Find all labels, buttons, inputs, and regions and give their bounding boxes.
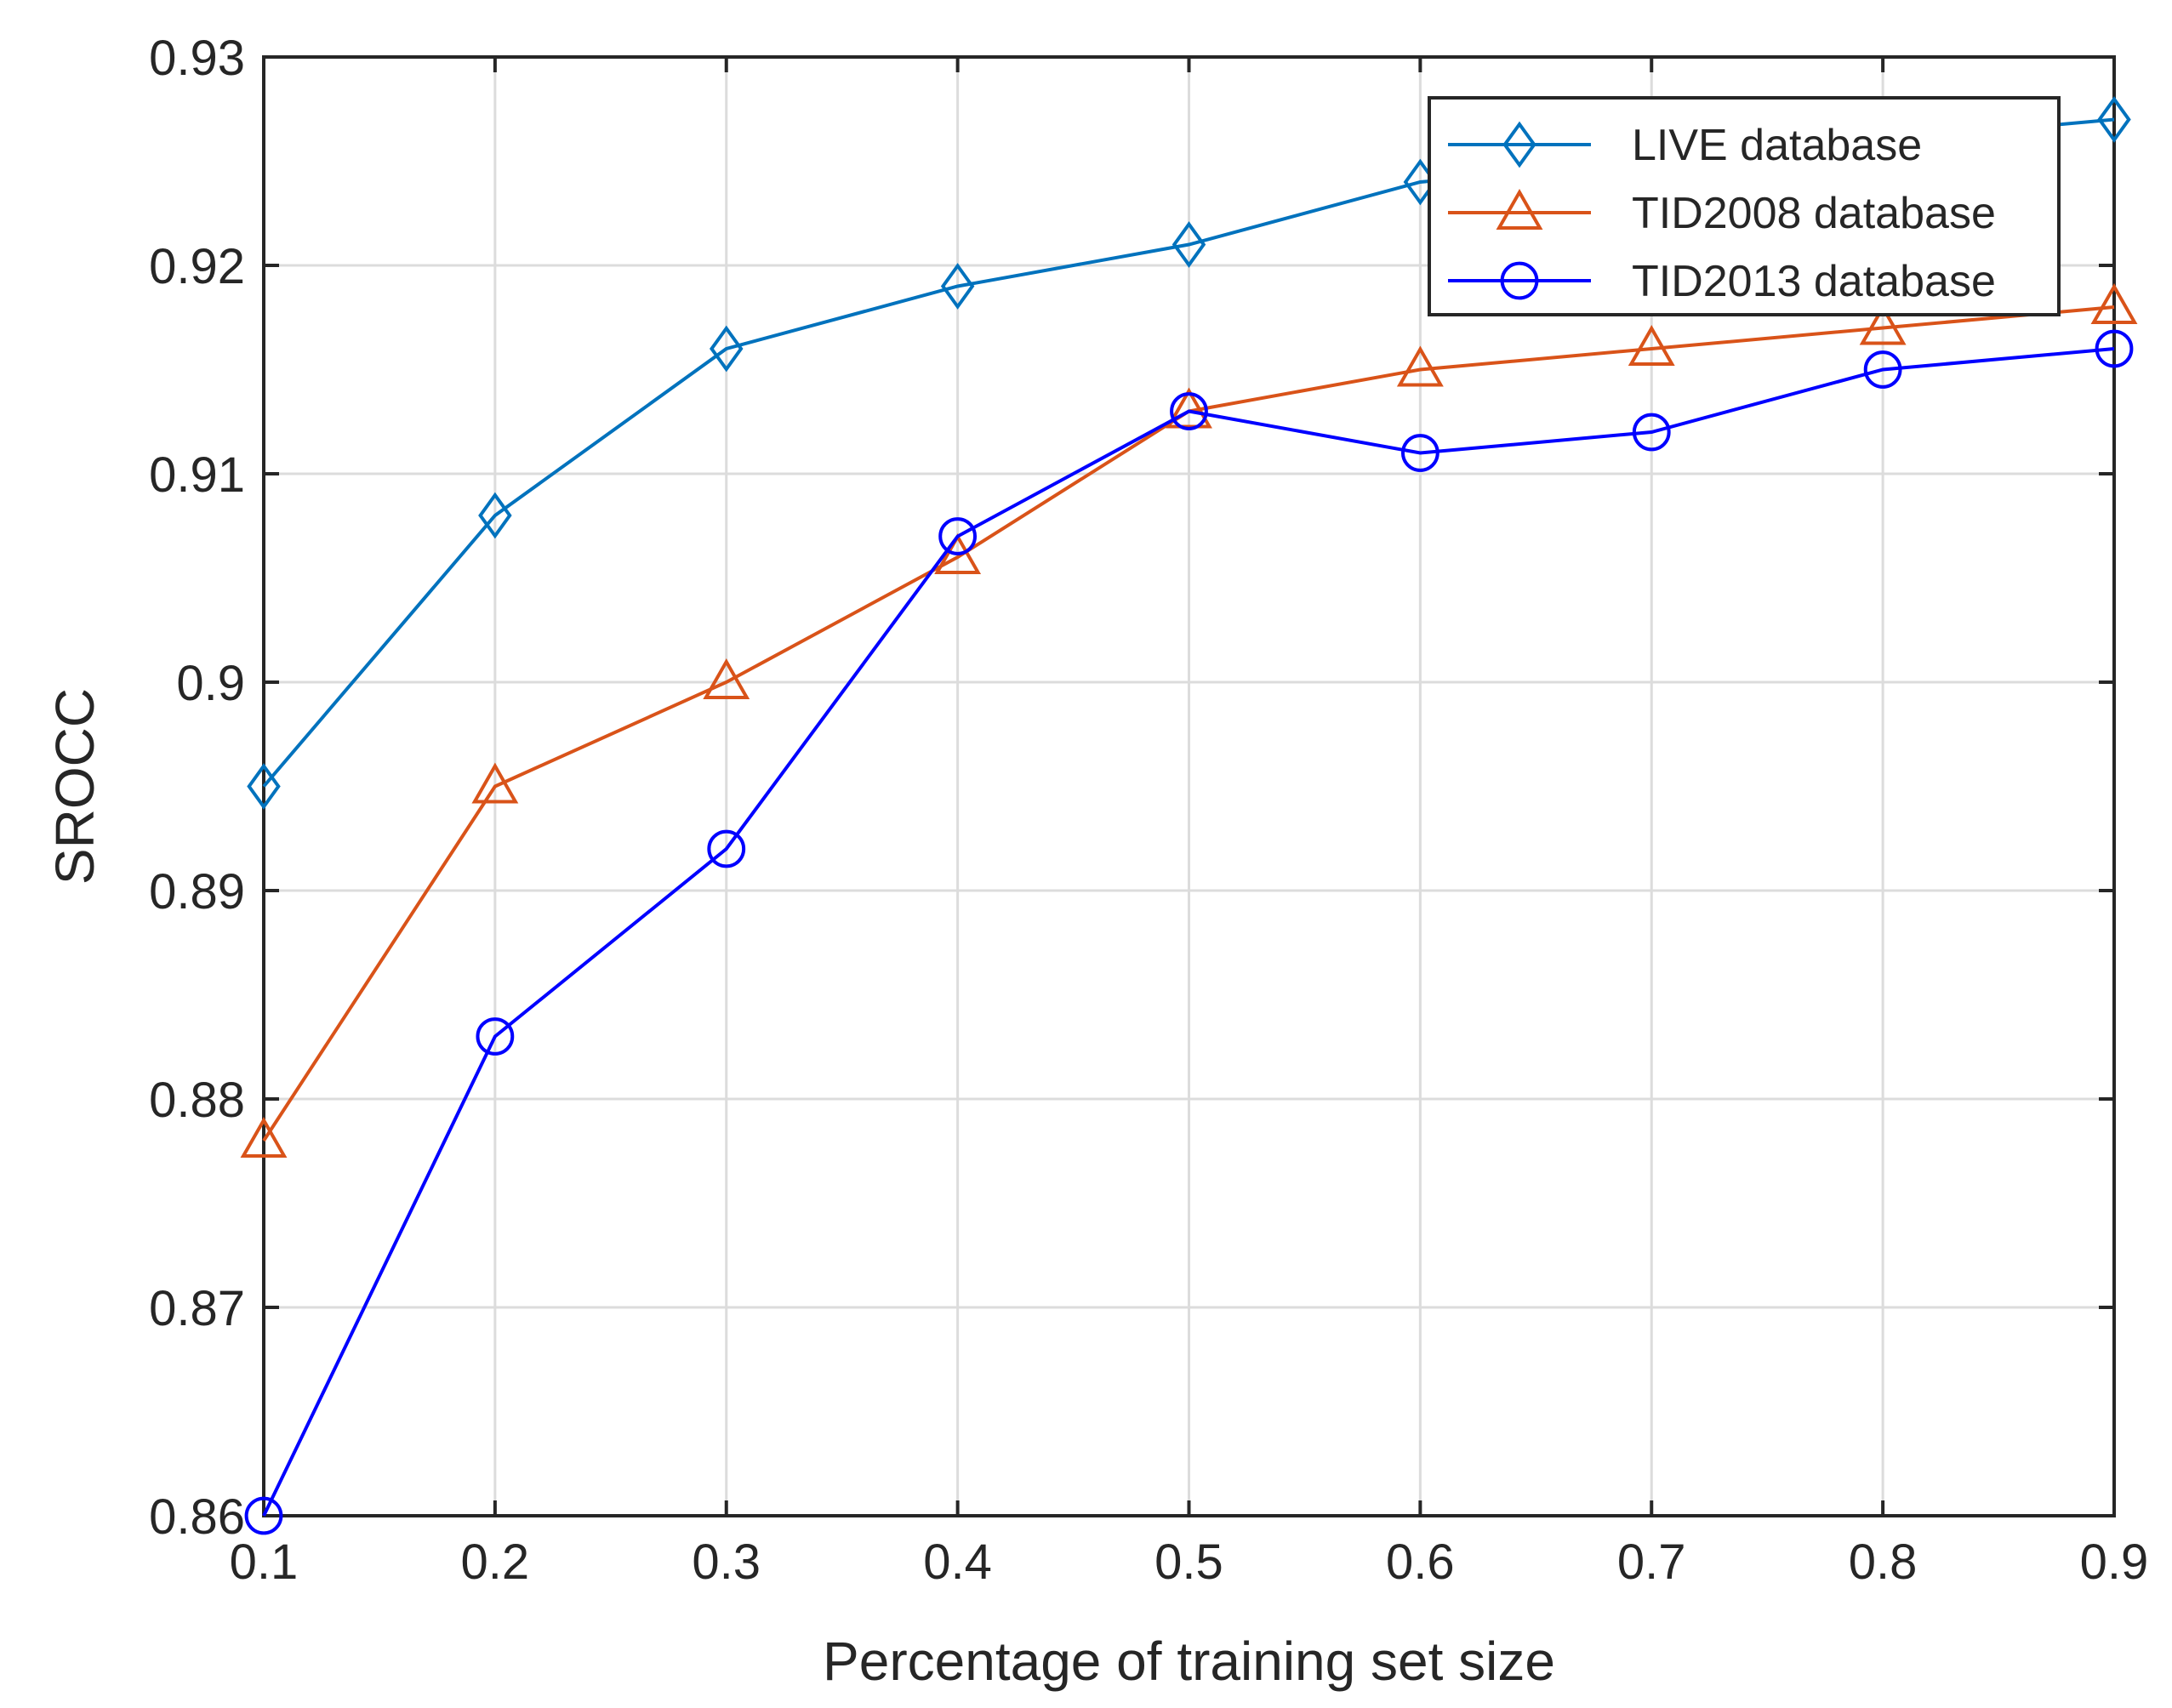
y-tick-label: 0.9 (176, 656, 245, 711)
data-point-circle (244, 1496, 283, 1535)
data-point-diamond (478, 492, 512, 539)
data-point-triangle (2090, 282, 2138, 324)
data-point-diamond (247, 763, 281, 810)
data-point-diamond (1172, 221, 1206, 268)
x-tick-label: 0.8 (1849, 1534, 1918, 1590)
data-point-triangle (1396, 345, 1444, 387)
data-point-circle (938, 517, 978, 555)
data-point-triangle (471, 762, 519, 804)
y-tick-label: 0.88 (149, 1073, 245, 1128)
data-point-circle (1400, 434, 1439, 472)
data-point-diamond (710, 325, 744, 373)
y-tick-label: 0.86 (149, 1489, 245, 1545)
data-point-triangle (934, 532, 982, 574)
y-tick-label: 0.93 (149, 31, 245, 86)
data-point-triangle (1628, 324, 1675, 366)
y-axis-title: SROCC (44, 688, 105, 885)
x-tick-label: 0.7 (1617, 1534, 1686, 1590)
data-point-circle (707, 829, 746, 868)
y-tick-label: 0.89 (149, 864, 245, 919)
legend: LIVE database TID2008 database TID2013 dat… (1428, 96, 2061, 316)
data-point-triangle (240, 1116, 288, 1158)
y-tick-label: 0.92 (149, 239, 245, 294)
y-tick-label: 0.87 (149, 1281, 245, 1336)
x-tick-label: 0.2 (461, 1534, 530, 1590)
data-point-triangle (703, 658, 750, 699)
legend-label: LIVE database (1632, 121, 1922, 170)
x-tick-label: 0.5 (1154, 1534, 1223, 1590)
x-axis-title: Percentage of training set size (823, 1631, 1555, 1692)
legend-label: TID2013 database (1632, 257, 1996, 306)
data-point-triangle (1859, 304, 1907, 345)
data-point-circle (1863, 350, 1902, 389)
legend-diamond-marker (1502, 121, 1536, 168)
data-point-circle (1170, 392, 1208, 430)
data-point-triangle (1166, 387, 1212, 429)
x-tick-label: 0.9 (2080, 1534, 2149, 1590)
x-tick-label: 0.3 (692, 1534, 761, 1590)
x-tick-label: 0.1 (230, 1534, 299, 1590)
data-point-circle (476, 1017, 515, 1056)
x-tick-label: 0.4 (923, 1534, 992, 1590)
legend-box (1428, 96, 2061, 316)
series-circle (244, 329, 2134, 1535)
legend-triangle-marker (1496, 188, 1543, 230)
legend-circle-marker (1500, 261, 1539, 300)
y-tick-label: 0.91 (149, 447, 245, 503)
data-point-diamond (2097, 96, 2131, 143)
legend-item: TID2008 database (1448, 188, 1996, 238)
x-tick-label: 0.6 (1386, 1534, 1455, 1590)
legend-item: TID2013 database (1448, 257, 1996, 306)
data-point-circle (2095, 329, 2134, 368)
axis-labels: Percentage of training set size SROCC (44, 688, 1555, 1692)
legend-item: LIVE database (1448, 121, 1922, 170)
series-line (262, 347, 2115, 1517)
data-point-diamond (940, 263, 975, 310)
data-point-circle (1632, 413, 1671, 452)
legend-label: TID2008 database (1632, 189, 1996, 238)
